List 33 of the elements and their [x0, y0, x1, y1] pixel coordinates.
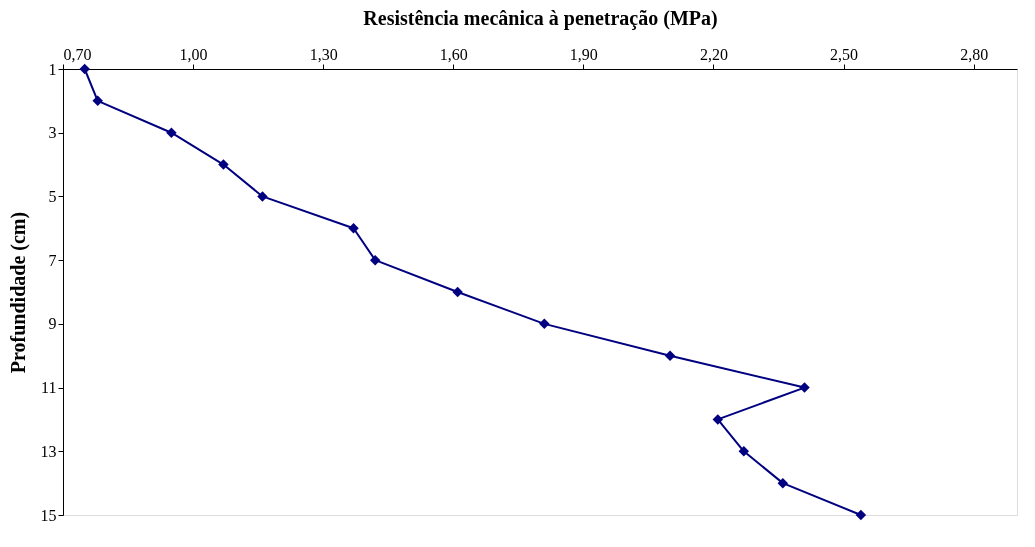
x-tick-label: 1,00: [179, 45, 208, 63]
x-tick-label: 0,70: [63, 45, 92, 63]
y-axis-title: Profundidade (cm): [6, 211, 30, 374]
x-tick-label: 2,50: [830, 45, 859, 63]
point: [799, 382, 810, 393]
point: [257, 191, 268, 202]
point: [777, 477, 789, 489]
x-tick-label: 1,60: [439, 45, 468, 63]
y-tick-label: 5: [48, 187, 57, 205]
y-tick-label: 15: [40, 506, 57, 524]
point: [92, 95, 103, 107]
y-tick-label: 1: [48, 60, 57, 78]
y-tick-label: 7: [48, 251, 57, 269]
point: [712, 414, 724, 425]
point: [855, 509, 867, 521]
point: [166, 127, 177, 138]
x-axis-title: Resistência mecânica à penetração (MPa): [363, 6, 718, 30]
point: [348, 223, 359, 234]
point: [79, 63, 90, 75]
point: [452, 286, 463, 298]
point: [664, 350, 676, 361]
y-tick-label: 9: [48, 315, 57, 333]
point: [369, 254, 381, 266]
x-tick-label: 1,30: [309, 45, 338, 63]
y-tick-label: 3: [48, 124, 57, 142]
y-tick-label: 13: [40, 442, 57, 460]
point: [738, 446, 750, 457]
point: [539, 318, 550, 330]
x-tick-label: 1,90: [569, 45, 598, 63]
x-tick-label: 2,80: [960, 45, 989, 63]
x-tick-label: 2,20: [699, 45, 728, 63]
y-tick-label: 11: [41, 379, 57, 397]
point: [218, 159, 229, 170]
